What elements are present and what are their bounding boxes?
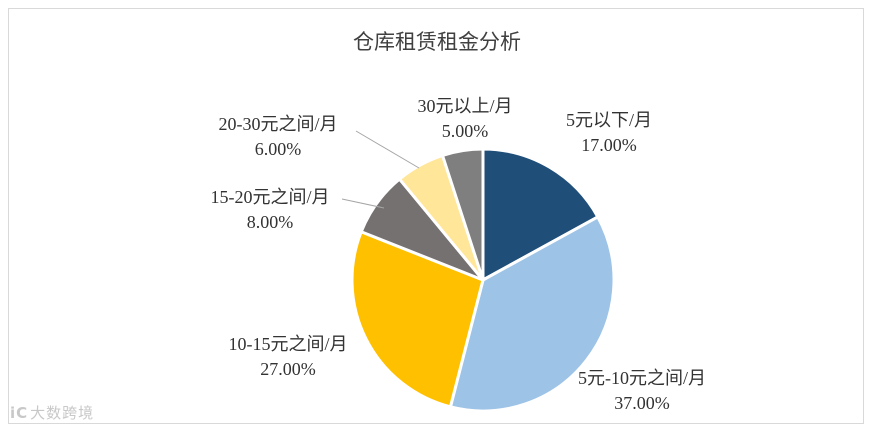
pie-slices bbox=[350, 147, 616, 413]
slice-label: 10-15元之间/月 bbox=[229, 334, 348, 354]
slice-value-label: 8.00% bbox=[247, 212, 294, 232]
watermark-text: 大数跨境 bbox=[30, 404, 95, 422]
pie-slice bbox=[350, 230, 485, 409]
chart-title: 仓库租赁租金分析 bbox=[353, 30, 521, 54]
slice-label: 30元以上/月 bbox=[417, 96, 512, 116]
pie-slice bbox=[441, 147, 485, 282]
slice-label: 5元以下/月 bbox=[566, 110, 652, 130]
slice-label: 15-20元之间/月 bbox=[211, 187, 330, 207]
slice-value-label: 37.00% bbox=[614, 393, 670, 413]
leader-lines bbox=[341, 130, 420, 209]
leader-line bbox=[355, 130, 420, 169]
slice-label: 20-30元之间/月 bbox=[219, 114, 338, 134]
slice-value-label: 5.00% bbox=[442, 121, 489, 141]
data-labels: 5元以下/月 17.00% 5元-10元之间/月 37.00% 10-15元之间/月 27… bbox=[211, 96, 707, 413]
pie-slice bbox=[448, 215, 616, 413]
watermark-logo: iC bbox=[10, 404, 29, 422]
leader-line bbox=[341, 198, 385, 209]
pie-slice bbox=[481, 147, 600, 282]
slice-label: 5元-10元之间/月 bbox=[578, 368, 706, 388]
slice-value-label: 6.00% bbox=[255, 139, 302, 159]
watermark: iC 大数跨境 bbox=[10, 402, 94, 423]
slice-value-label: 27.00% bbox=[260, 359, 316, 379]
slice-value-label: 17.00% bbox=[581, 135, 637, 155]
